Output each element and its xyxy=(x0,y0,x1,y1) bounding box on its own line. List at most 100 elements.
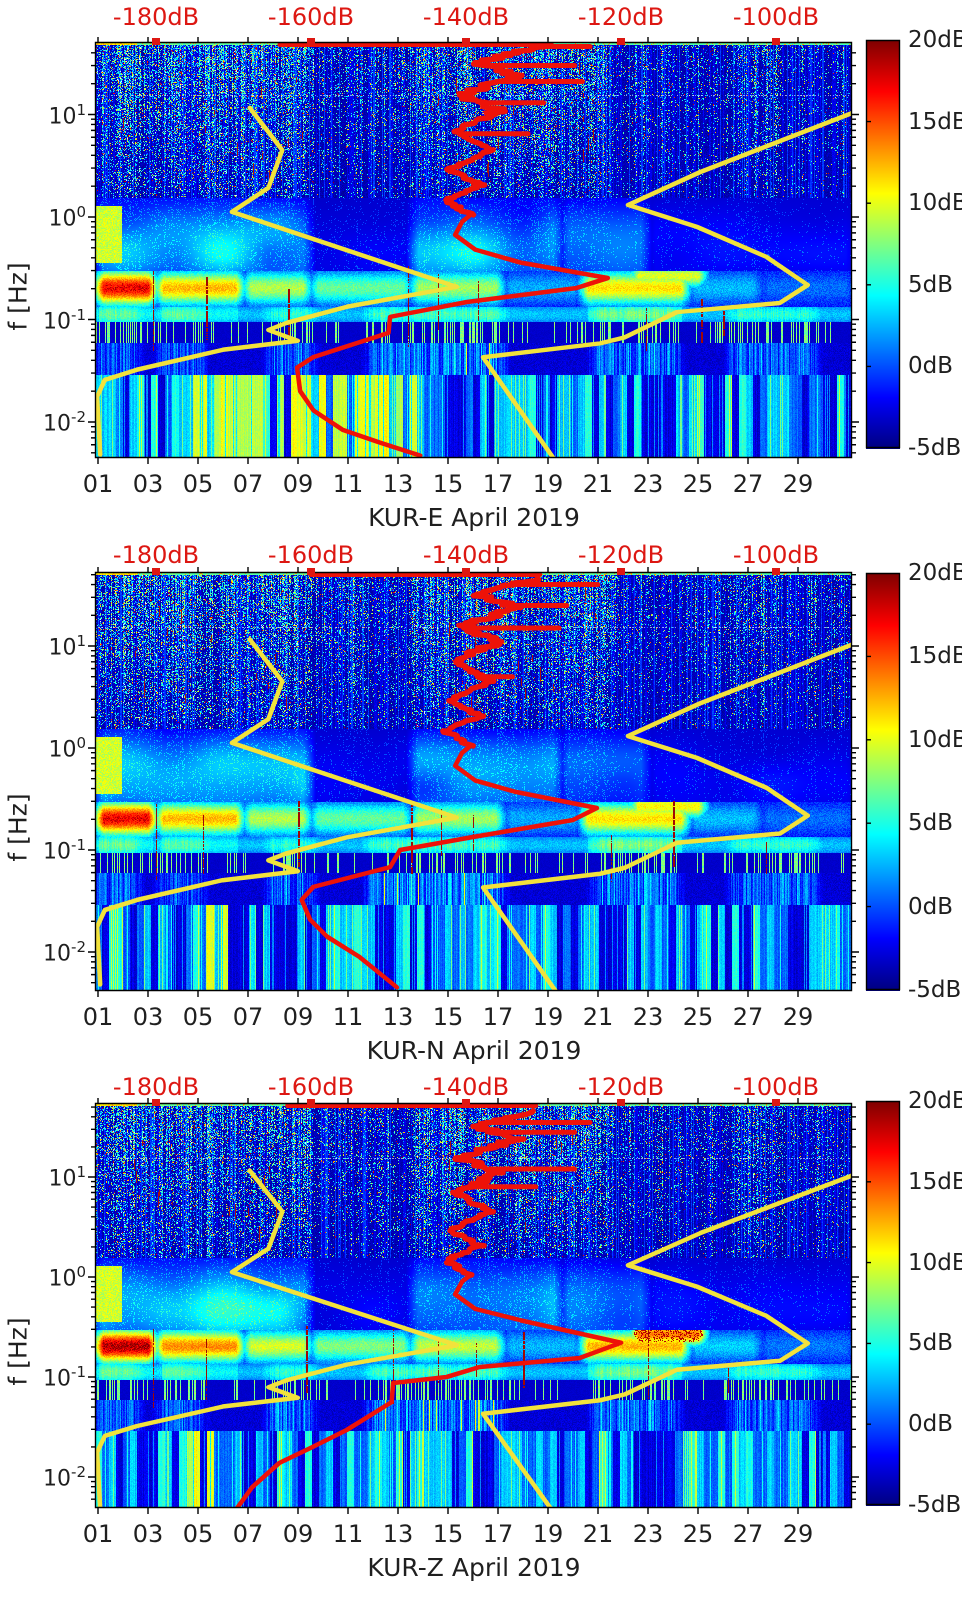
x-tick-label: 01 xyxy=(82,470,114,498)
colorbar-label: 5dB xyxy=(908,810,954,837)
y-tick-exponent: -1 xyxy=(71,305,86,324)
y-tick-label: 100 xyxy=(28,1263,86,1291)
x-tick-label: 27 xyxy=(732,1003,764,1031)
x-tick-label: 23 xyxy=(632,1003,664,1031)
colorbar-kur-n xyxy=(866,573,900,991)
x-tick-label: 21 xyxy=(582,1003,614,1031)
colorbar-label: 0dB xyxy=(908,353,954,380)
spectrogram-canvas-kur-z xyxy=(95,1103,852,1508)
top-axis-label: -140dB xyxy=(422,3,510,31)
x-tick-label: 11 xyxy=(332,1003,364,1031)
x-tick-label: 07 xyxy=(232,470,264,498)
colorbar-label: 0dB xyxy=(908,893,954,920)
y-axis-label-2: f [Hz] xyxy=(3,793,33,862)
colorbar-label: 10dB xyxy=(908,1249,962,1276)
x-tick-label: 11 xyxy=(332,470,364,498)
panel-title-kur-z: KUR-Z April 2019 xyxy=(367,1553,581,1582)
y-tick-base: 10 xyxy=(48,103,77,129)
x-tick-label: 01 xyxy=(82,1520,114,1548)
colorbar-label: 15dB xyxy=(908,643,962,670)
y-tick-label: 10-1 xyxy=(28,306,86,334)
panel-title-kur-e: KUR-E April 2019 xyxy=(368,503,580,532)
y-tick-base: 10 xyxy=(43,411,72,437)
x-tick-label: 09 xyxy=(282,1520,314,1548)
colorbar-label: 20dB xyxy=(908,560,962,586)
y-tick-exponent: 0 xyxy=(76,734,86,752)
y-tick-base: 10 xyxy=(48,1266,77,1292)
y-tick-base: 10 xyxy=(43,941,72,967)
x-tick-label: 09 xyxy=(282,1003,314,1031)
y-tick-label: 10-1 xyxy=(28,836,86,864)
y-tick-base: 10 xyxy=(48,737,77,763)
x-tick-label: 15 xyxy=(432,1003,464,1031)
y-tick-base: 10 xyxy=(48,635,77,661)
x-tick-label: 05 xyxy=(182,1003,214,1031)
x-tick-label: 17 xyxy=(482,470,514,498)
y-tick-base: 10 xyxy=(43,1466,72,1492)
y-tick-base: 10 xyxy=(48,1166,77,1192)
x-tick-label: 29 xyxy=(782,1520,814,1548)
y-tick-label: 100 xyxy=(28,203,86,231)
x-tick-label: 23 xyxy=(632,470,664,498)
x-tick-label: 13 xyxy=(382,1520,414,1548)
top-axis-label: -180dB xyxy=(112,3,200,31)
colorbar-label: 20dB xyxy=(908,1088,962,1114)
top-axis-label: -140dB xyxy=(422,541,510,569)
y-tick-base: 10 xyxy=(43,1366,72,1392)
top-axis-label: -140dB xyxy=(422,1073,510,1101)
x-tick-label: 23 xyxy=(632,1520,664,1548)
panel-title-kur-n: KUR-N April 2019 xyxy=(366,1036,582,1065)
y-tick-label: 10-2 xyxy=(28,408,86,436)
x-tick-label: 17 xyxy=(482,1003,514,1031)
colorbar-kur-z xyxy=(866,1101,900,1506)
top-axis-label: -180dB xyxy=(112,541,200,569)
x-tick-label: 13 xyxy=(382,470,414,498)
colorbar-kur-e xyxy=(866,40,900,449)
y-tick-base: 10 xyxy=(48,206,77,232)
y-tick-label: 100 xyxy=(28,734,86,762)
y-tick-exponent: 0 xyxy=(76,203,86,221)
x-tick-label: 01 xyxy=(82,1003,114,1031)
y-axis-label-3: f [Hz] xyxy=(3,1317,33,1386)
colorbar-label: 5dB xyxy=(908,271,954,298)
y-tick-exponent: 1 xyxy=(76,632,86,650)
top-axis-label: -100dB xyxy=(732,1073,820,1101)
y-tick-exponent: -1 xyxy=(71,1363,86,1381)
y-tick-exponent: 1 xyxy=(76,1163,86,1181)
colorbar-label: 0dB xyxy=(908,1411,954,1438)
top-axis-label: -120dB xyxy=(577,541,665,569)
top-axis-label: -100dB xyxy=(732,541,820,569)
x-tick-label: 09 xyxy=(282,470,314,498)
y-tick-label: 10-1 xyxy=(28,1363,86,1391)
colorbar-label: 20dB xyxy=(908,27,962,53)
x-tick-label: 29 xyxy=(782,470,814,498)
x-tick-label: 11 xyxy=(332,1520,364,1548)
x-tick-label: 19 xyxy=(532,1520,564,1548)
y-tick-exponent: -2 xyxy=(71,1463,86,1481)
colorbar-label: 10dB xyxy=(908,190,962,217)
x-tick-label: 21 xyxy=(582,1520,614,1548)
y-tick-exponent: 0 xyxy=(76,1263,86,1281)
y-tick-label: 10-2 xyxy=(28,1463,86,1491)
y-tick-base: 10 xyxy=(43,308,72,334)
colorbar-label: 5dB xyxy=(908,1330,954,1357)
x-tick-label: 25 xyxy=(682,470,714,498)
top-axis-label: -180dB xyxy=(112,1073,200,1101)
colorbar-label: -5dB xyxy=(908,1492,962,1518)
x-tick-label: 19 xyxy=(532,1003,564,1031)
x-tick-label: 05 xyxy=(182,470,214,498)
top-axis-label: -160dB xyxy=(267,541,355,569)
y-tick-label: 101 xyxy=(28,1163,86,1191)
x-tick-label: 29 xyxy=(782,1003,814,1031)
y-axis-label-1: f [Hz] xyxy=(3,262,33,331)
colorbar-label: -5dB xyxy=(908,435,962,461)
x-tick-label: 05 xyxy=(182,1520,214,1548)
x-tick-label: 03 xyxy=(132,1003,164,1031)
y-tick-label: 10-2 xyxy=(28,938,86,966)
x-tick-label: 25 xyxy=(682,1520,714,1548)
x-tick-label: 17 xyxy=(482,1520,514,1548)
x-tick-label: 15 xyxy=(432,470,464,498)
y-tick-exponent: 1 xyxy=(76,100,86,119)
top-axis-label: -160dB xyxy=(267,1073,355,1101)
